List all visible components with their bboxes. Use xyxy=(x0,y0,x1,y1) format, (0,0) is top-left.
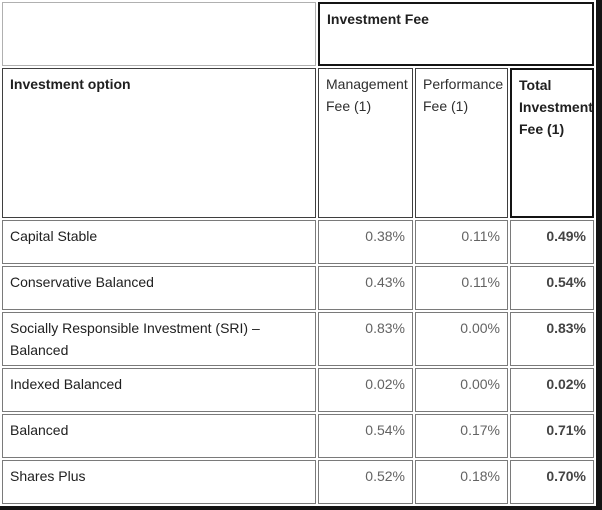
management-fee-cell: 0.38% xyxy=(318,220,413,264)
management-fee-cell: 0.52% xyxy=(318,460,413,504)
performance-fee-cell: 0.11% xyxy=(415,266,508,310)
management-fee-cell: 0.43% xyxy=(318,266,413,310)
table-row: Capital Stable 0.38% 0.11% 0.49% xyxy=(2,220,595,264)
col-header-investment-option: Investment option xyxy=(2,68,316,218)
table-row: Socially Responsible Investment (SRI) – … xyxy=(2,312,595,366)
table-row: Shares Plus 0.52% 0.18% 0.70% xyxy=(2,460,595,504)
col-header-management-fee: Management Fee (1) xyxy=(318,68,413,218)
table-row: Conservative Balanced 0.43% 0.11% 0.54% xyxy=(2,266,595,310)
column-header-row: Investment option Management Fee (1) Per… xyxy=(2,68,595,218)
option-name-cell: Socially Responsible Investment (SRI) – … xyxy=(2,312,316,366)
management-fee-cell: 0.54% xyxy=(318,414,413,458)
option-name-cell: Indexed Balanced xyxy=(2,368,316,412)
performance-fee-cell: 0.00% xyxy=(415,312,508,366)
total-fee-cell: 0.71% xyxy=(510,414,595,458)
col-header-total-investment-fee: Total Investment Fee (1) xyxy=(510,68,595,218)
total-fee-cell: 0.70% xyxy=(510,460,595,504)
group-header-investment-fee: Investment Fee xyxy=(318,2,595,66)
table-row: Balanced 0.54% 0.17% 0.71% xyxy=(2,414,595,458)
performance-fee-cell: 0.18% xyxy=(415,460,508,504)
corner-cell xyxy=(2,2,316,66)
total-fee-cell: 0.49% xyxy=(510,220,595,264)
total-fee-cell: 0.54% xyxy=(510,266,595,310)
group-header-row: Investment Fee xyxy=(2,2,595,66)
total-fee-cell: 0.02% xyxy=(510,368,595,412)
col-header-performance-fee: Performance Fee (1) xyxy=(415,68,508,218)
option-name-cell: Balanced xyxy=(2,414,316,458)
performance-fee-cell: 0.00% xyxy=(415,368,508,412)
performance-fee-cell: 0.11% xyxy=(415,220,508,264)
option-name-cell: Capital Stable xyxy=(2,220,316,264)
total-fee-cell: 0.83% xyxy=(510,312,595,366)
option-name-cell: Conservative Balanced xyxy=(2,266,316,310)
management-fee-cell: 0.02% xyxy=(318,368,413,412)
management-fee-cell: 0.83% xyxy=(318,312,413,366)
table-row: Indexed Balanced 0.02% 0.00% 0.02% xyxy=(2,368,595,412)
performance-fee-cell: 0.17% xyxy=(415,414,508,458)
option-name-cell: Shares Plus xyxy=(2,460,316,504)
